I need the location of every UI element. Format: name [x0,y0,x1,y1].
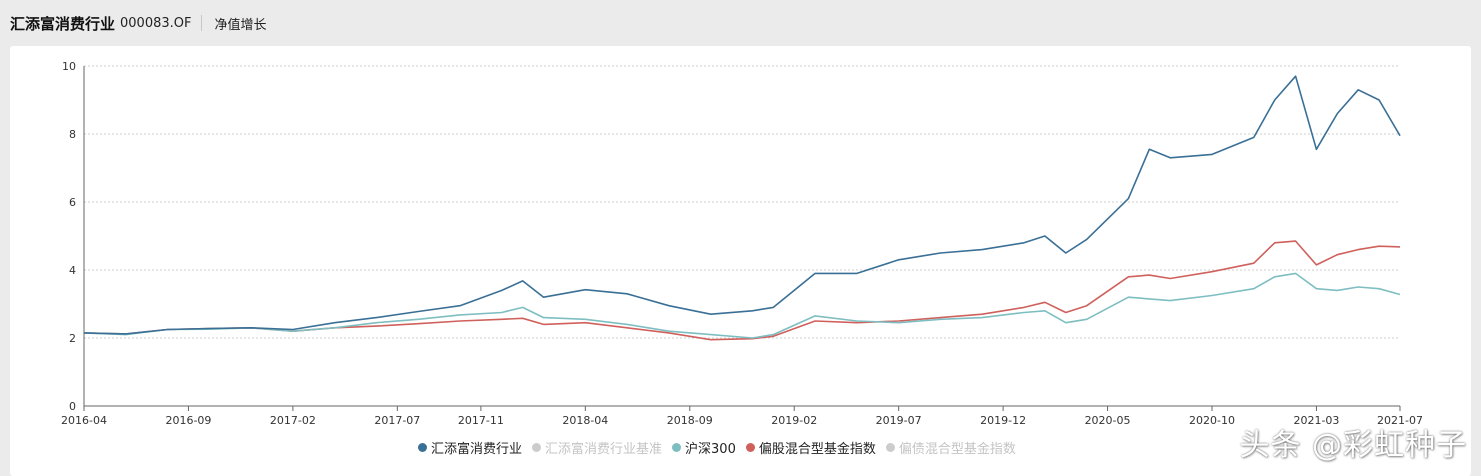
fund-code: 000083.OF [120,15,192,31]
x-tick-label: 2017-07 [374,414,420,427]
legend-dot-icon [885,443,895,452]
y-tick-label: 10 [62,60,76,73]
x-tick-label: 2017-02 [270,414,316,427]
x-tick-label: 2019-02 [771,414,817,427]
y-tick-label: 6 [69,196,76,209]
legend-item[interactable]: 汇添富消费行业基准 [532,438,662,457]
x-tick-label: 2019-07 [876,414,922,427]
y-tick-label: 8 [69,128,76,141]
legend-label: 沪深300 [685,442,736,457]
y-tick-label: 0 [69,400,76,413]
series-line-2 [83,272,1401,339]
series-line-1 [83,75,1401,335]
page-header: 汇添富消费行业 000083.OF 净值增长 [0,0,1481,46]
legend-dot-icon [672,443,682,452]
x-tick-label: 2020-10 [1189,414,1235,427]
x-tick-label: 2016-04 [61,414,107,427]
y-tick-label: 2 [69,332,76,345]
legend-dot-icon [532,443,542,452]
chart-legend: 汇添富消费行业 汇添富消费行业基准 沪深300 偏股混合型基金指数 偏债混合型基金指数 [418,438,1026,457]
x-tick-label: 2018-04 [562,414,608,427]
legend-item[interactable]: 汇添富消费行业 [418,438,522,457]
series-line-3 [83,240,1401,341]
legend-label: 汇添富消费行业基准 [545,442,663,457]
tab-net-value-growth[interactable]: 净值增长 [214,17,267,33]
legend-label: 偏股混合型基金指数 [758,442,876,457]
x-tick-label: 2021-03 [1293,414,1339,427]
watermark: 头条 @彩虹种子 [1239,428,1467,463]
x-tick-label: 2017-11 [458,414,504,427]
header-divider [201,15,203,31]
legend-dot-icon [418,443,427,452]
x-tick-label: 2021-07 [1377,414,1423,427]
x-tick-label: 2020-05 [1085,414,1131,427]
y-tick-label: 4 [69,264,76,277]
x-tick-label: 2016-09 [165,414,211,427]
x-tick-label: 2019-12 [980,414,1026,427]
legend-label: 汇添富消费行业 [431,442,523,457]
legend-item[interactable]: 偏股混合型基金指数 [745,438,876,457]
legend-item[interactable]: 偏债混合型基金指数 [885,438,1016,457]
chart-card: 0 2 4 6 8 10 2016-04 2016-09 2017-02 2017-07 2017-… [10,46,1471,476]
legend-item[interactable]: 沪深300 [672,438,736,457]
x-tick-label: 2018-09 [667,414,713,427]
legend-dot-icon [745,443,755,452]
legend-label: 偏债混合型基金指数 [898,442,1016,457]
fund-name: 汇添富消费行业 [10,14,116,33]
line-chart: 0 2 4 6 8 10 2016-04 2016-09 2017-02 2017-07 2017-… [61,60,1423,427]
